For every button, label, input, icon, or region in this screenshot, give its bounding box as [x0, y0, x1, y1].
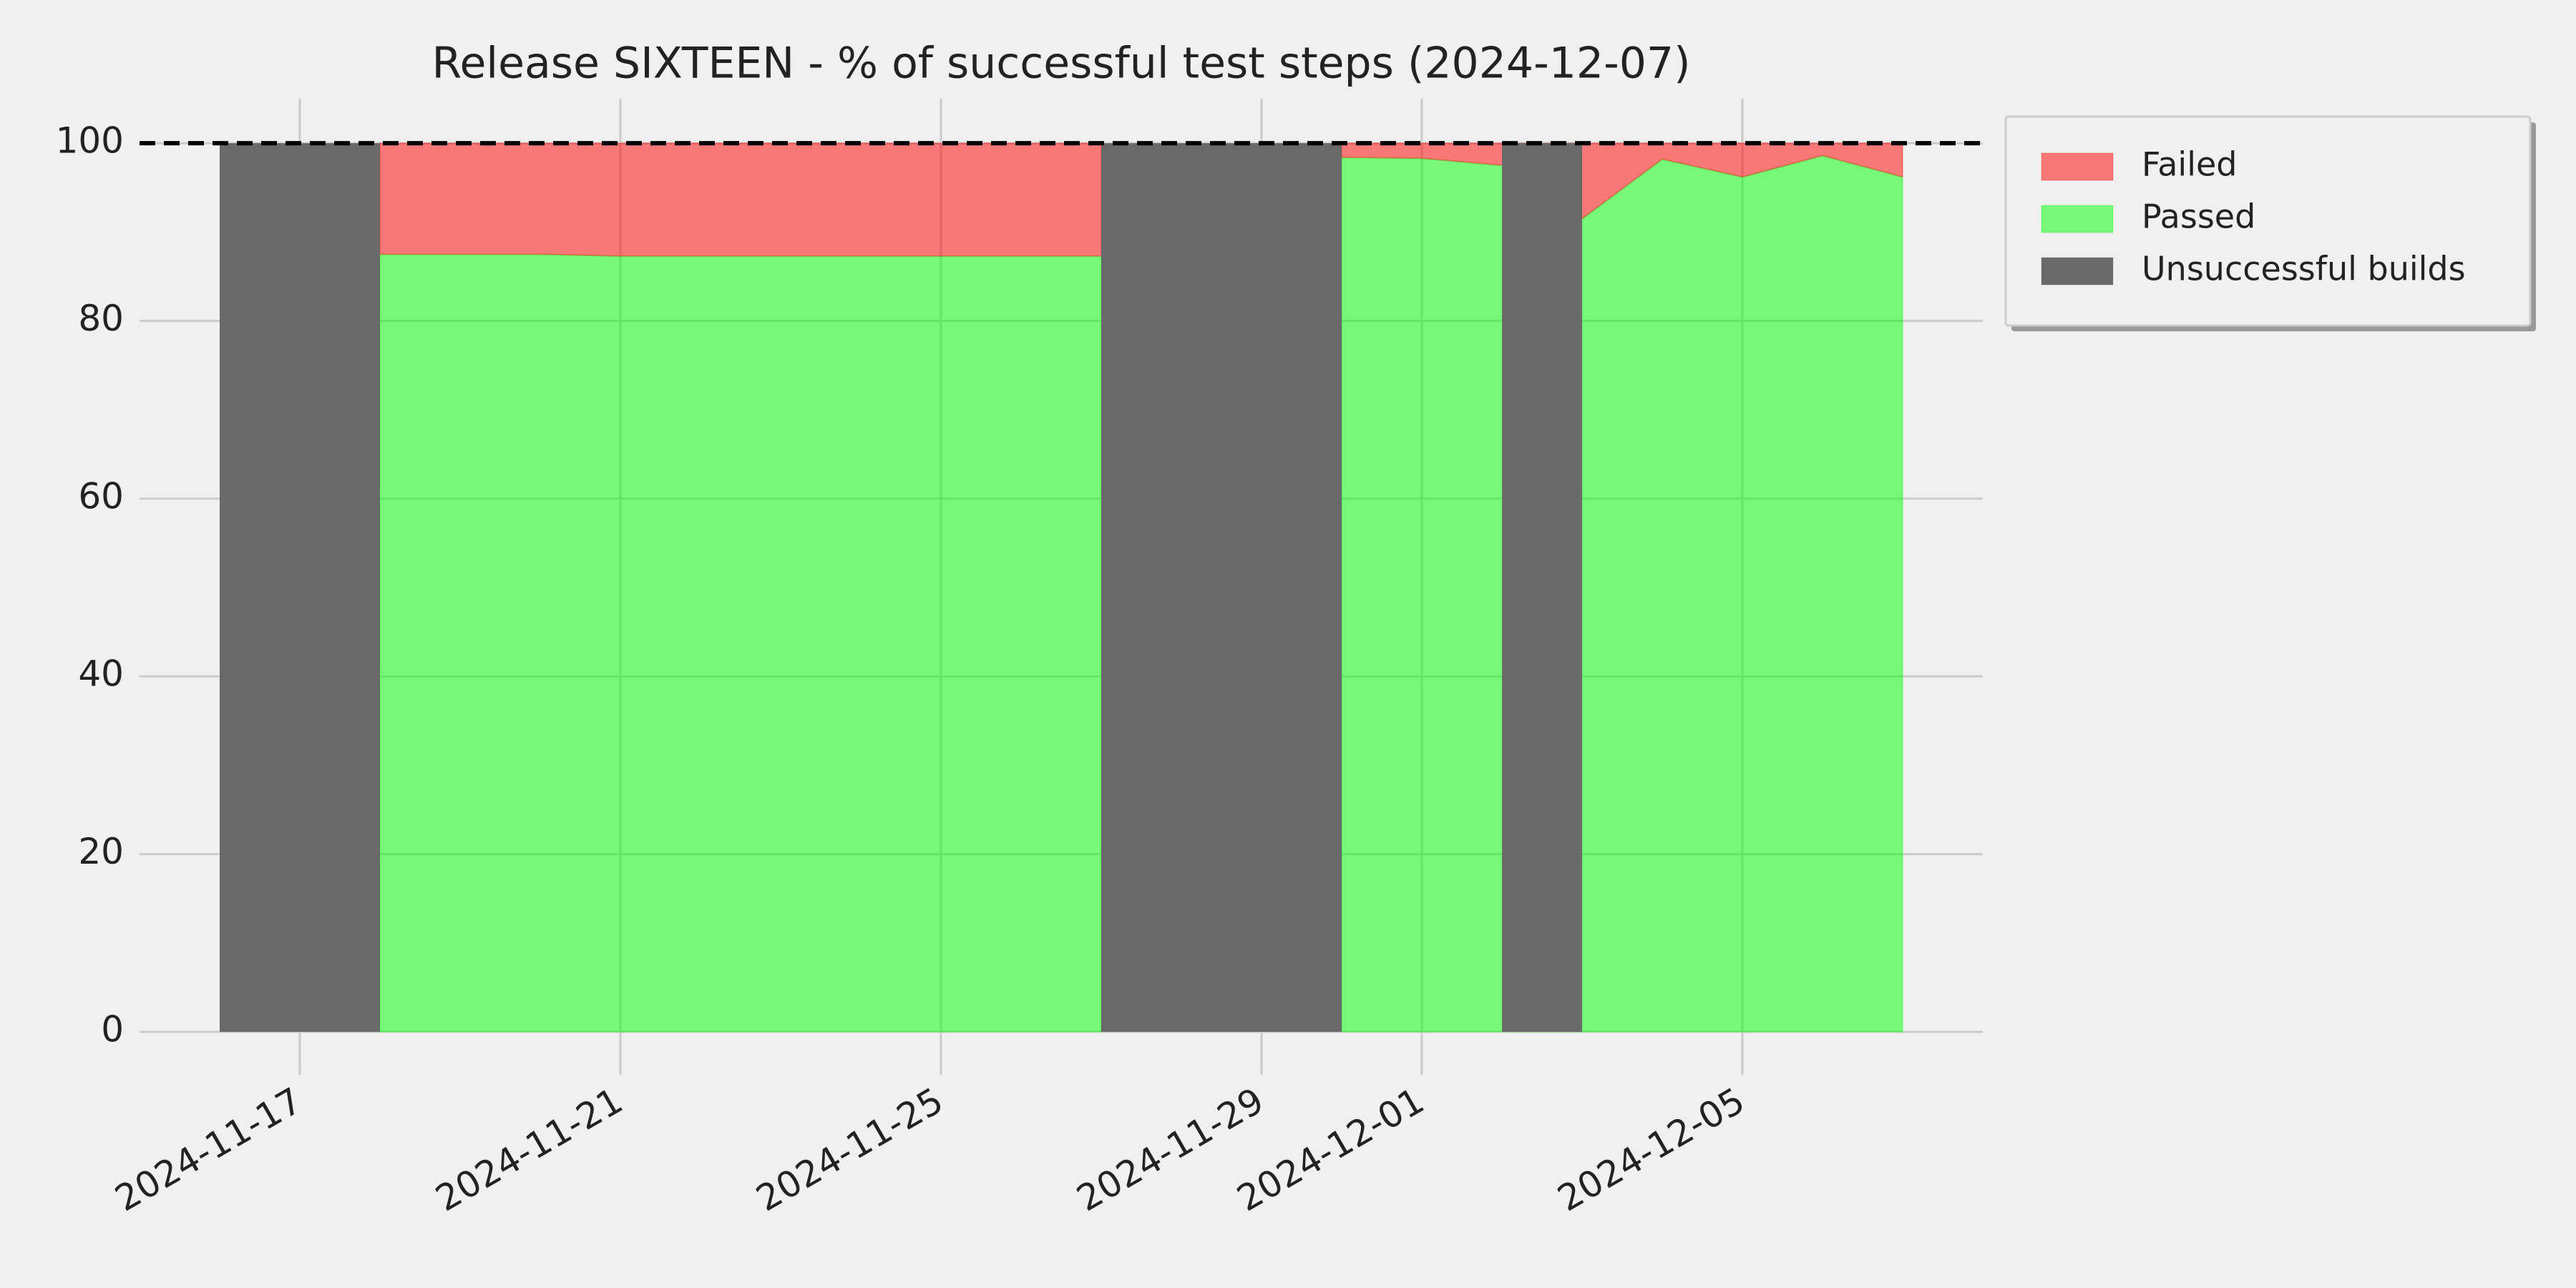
legend-label: Unsuccessful builds [2142, 250, 2466, 288]
unsuccessful-span [1502, 143, 1582, 1033]
legend-swatch [2041, 257, 2114, 286]
legend-swatch [2041, 205, 2114, 233]
y-tick-label: 100 [56, 120, 124, 162]
legend-swatch [2041, 152, 2114, 181]
unsuccessful-span [220, 143, 380, 1033]
legend-label: Passed [2142, 197, 2255, 236]
legend-label: Failed [2142, 145, 2238, 184]
legend [2004, 115, 2532, 327]
chart-title: Release SIXTEEN - % of successful test s… [432, 39, 1691, 89]
y-tick-label: 40 [78, 653, 124, 695]
y-tick-label: 80 [78, 298, 124, 339]
unsuccessful-span [1101, 143, 1342, 1033]
y-tick-label: 60 [78, 475, 124, 517]
y-tick-label: 0 [101, 1009, 124, 1050]
y-tick-label: 20 [78, 831, 124, 872]
